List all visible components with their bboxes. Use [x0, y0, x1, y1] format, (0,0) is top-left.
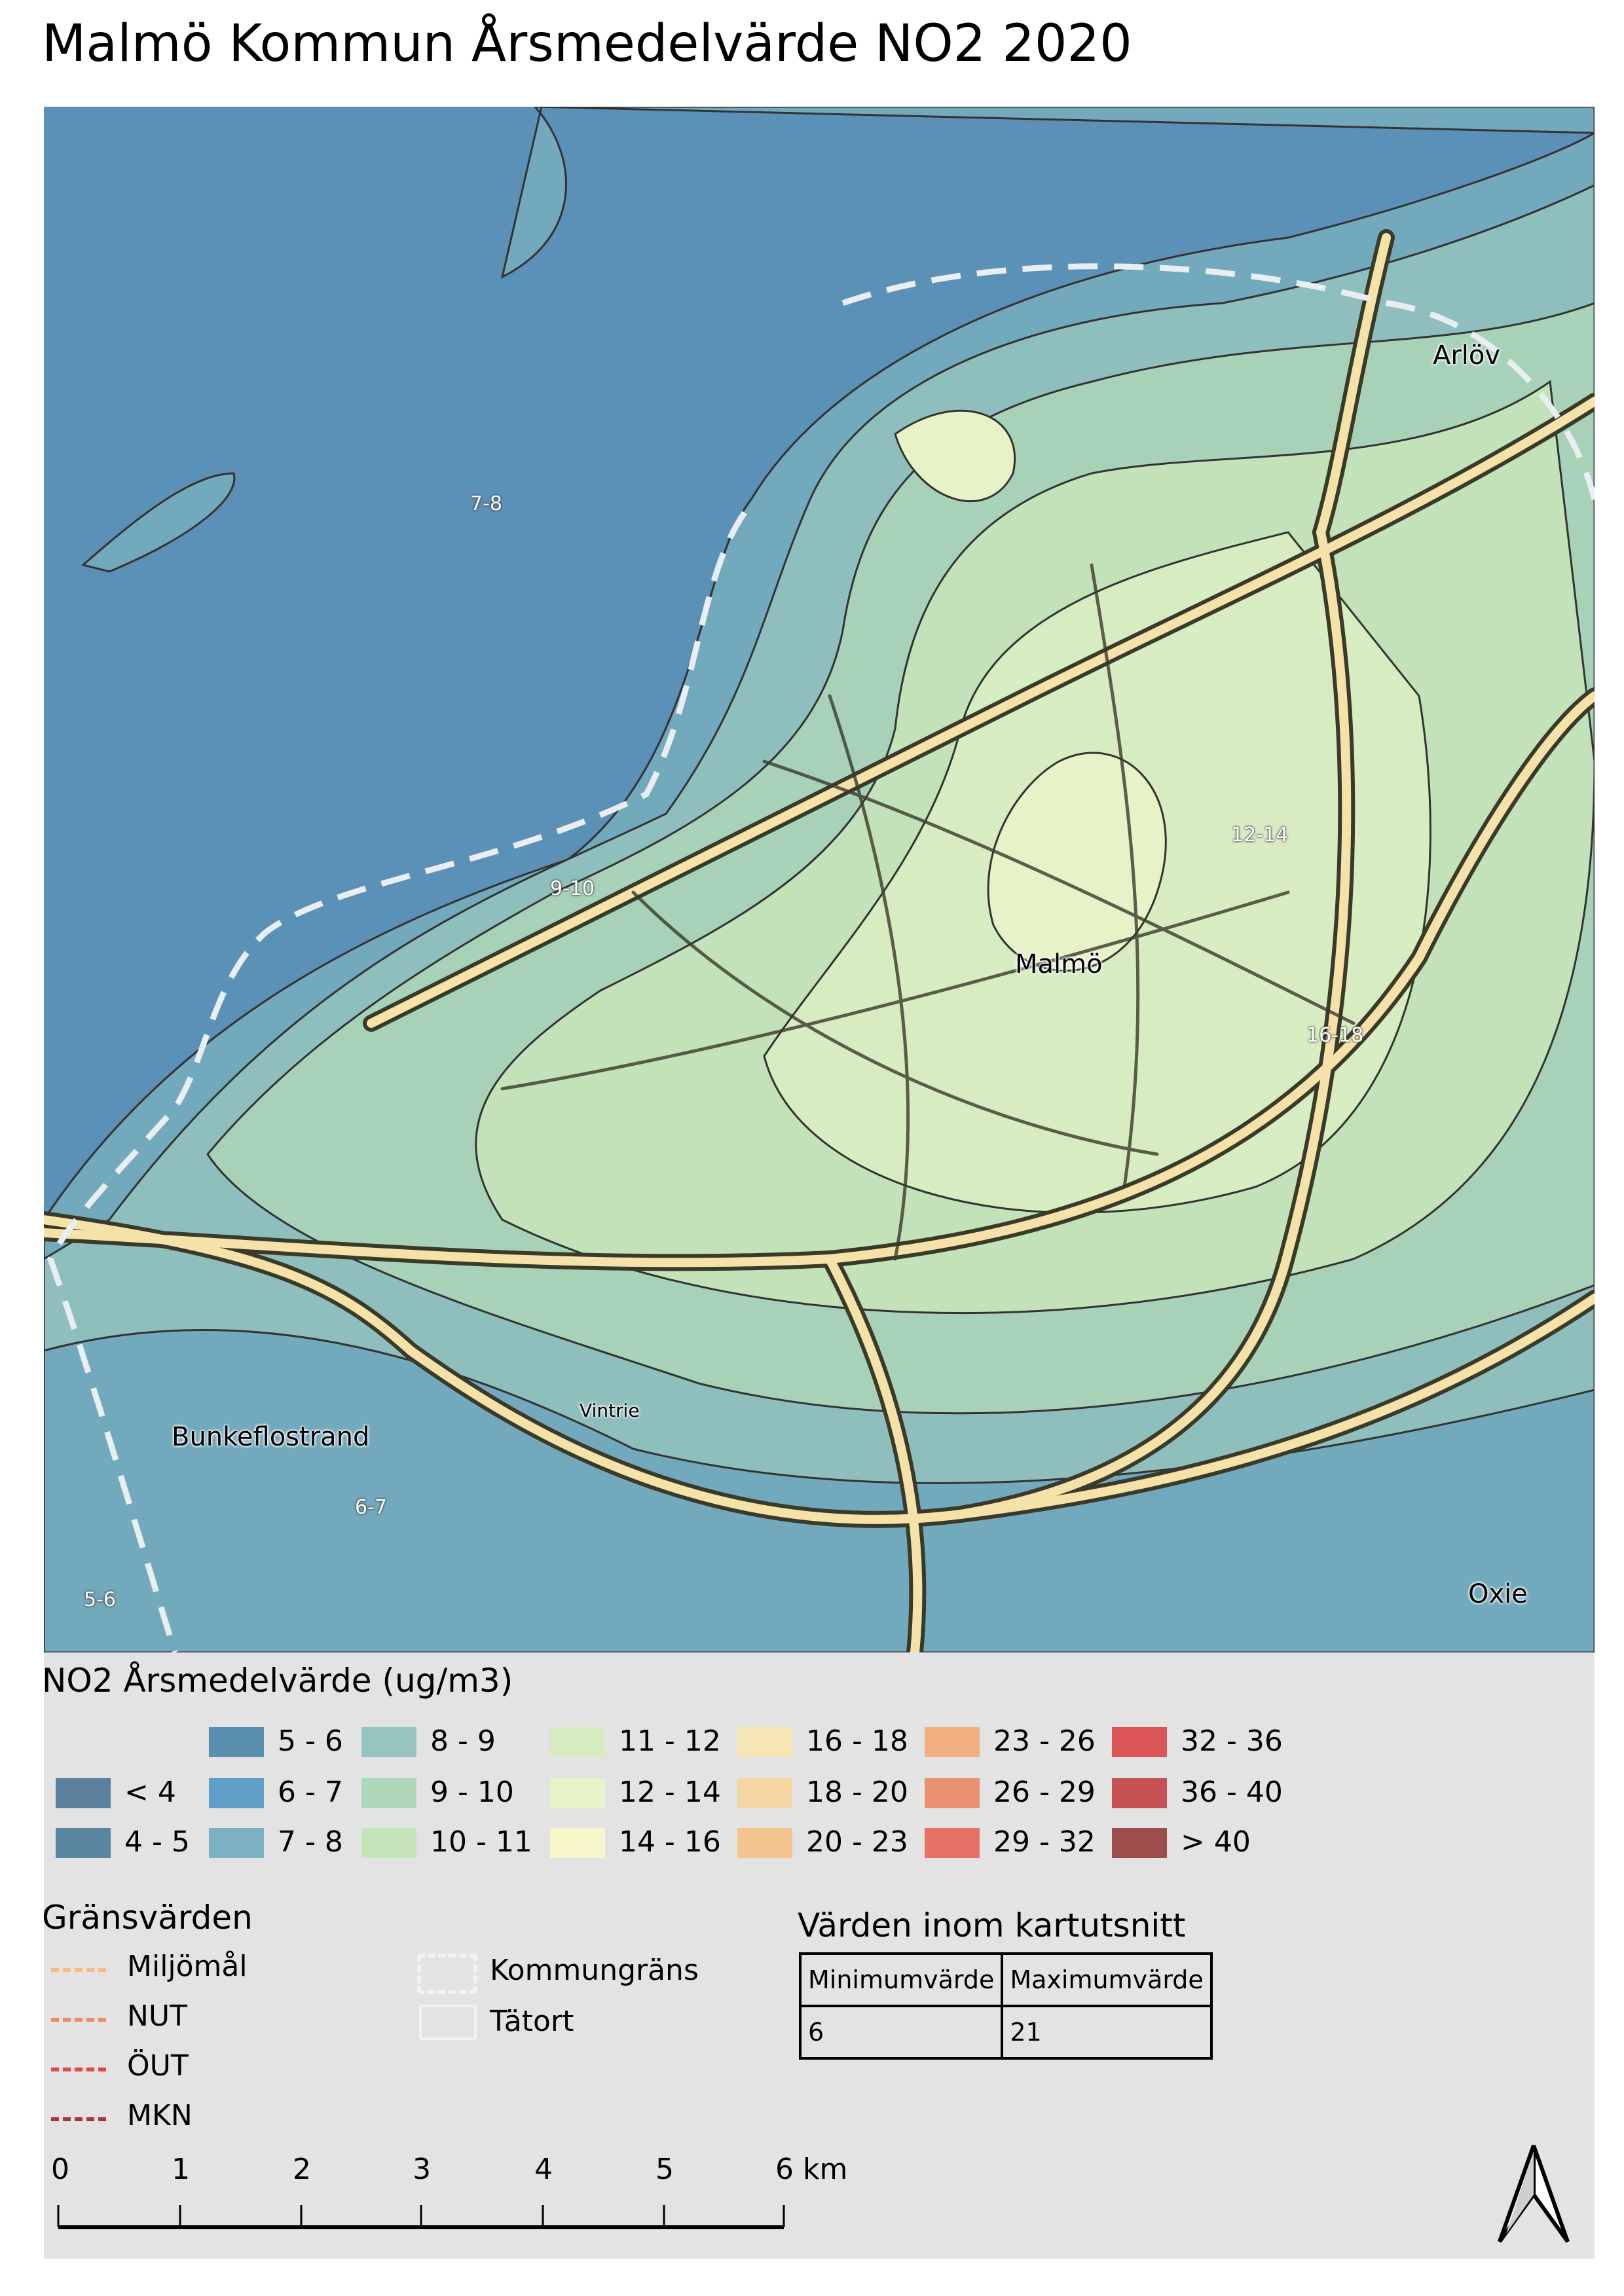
limit-line-swatch	[51, 1968, 106, 1972]
legend-swatch	[361, 1828, 416, 1858]
legend-swatch	[209, 1778, 264, 1808]
legend-swatch	[56, 1778, 111, 1808]
legend-swatch	[925, 1828, 980, 1858]
limit-label: MKN	[127, 2099, 193, 2132]
legend-swatch	[550, 1828, 605, 1858]
limit-line-swatch	[51, 2117, 106, 2121]
legend-swatch	[737, 1828, 792, 1858]
no2-map[interactable]	[44, 107, 1595, 1652]
legend-swatch	[737, 1778, 792, 1808]
legend-label: 4 - 5	[124, 1825, 190, 1859]
limit-line-swatch	[51, 2068, 106, 2071]
cell-min: 6	[798, 2005, 1004, 2060]
contour-label: 6-7	[355, 1496, 387, 1519]
scale-tick-label: 3	[413, 2153, 431, 2186]
legend-swatch	[550, 1778, 605, 1808]
place-label-oxie: Oxie	[1468, 1579, 1528, 1609]
cell-max: 21	[1001, 2005, 1213, 2060]
header-min: Minimumvärde	[798, 1952, 1004, 2007]
scale-tick-label: 1	[172, 2153, 190, 2186]
legend-label: > 40	[1181, 1825, 1251, 1859]
legend-label: 16 - 18	[806, 1724, 908, 1758]
legend-swatch	[361, 1778, 416, 1808]
legend-swatch	[209, 1727, 264, 1757]
legend-swatch	[1112, 1828, 1167, 1858]
legend-title: NO2 Årsmedelvärde (ug/m3)	[42, 1662, 513, 1700]
legend-label: 9 - 10	[430, 1776, 514, 1809]
legend-label: 10 - 11	[430, 1825, 532, 1859]
legend-label: 12 - 14	[619, 1776, 721, 1809]
limit-label: NUT	[127, 1999, 187, 2033]
place-label-bunkeflostrand: Bunkeflostrand	[172, 1422, 370, 1452]
legend-swatch	[925, 1778, 980, 1808]
limits-title: Gränsvärden	[42, 1899, 253, 1937]
municipal-border	[47, 263, 1595, 1652]
legend-label: 14 - 16	[619, 1825, 721, 1859]
limit-label: ÖUT	[127, 2049, 189, 2083]
legend-swatch	[737, 1727, 792, 1757]
legend-label: 5 - 6	[278, 1724, 343, 1758]
kommungrans-label: Kommungräns	[490, 1954, 699, 1987]
legend-swatch	[925, 1727, 980, 1757]
limit-label: Miljömål	[127, 1950, 248, 1983]
legend-label: 29 - 32	[993, 1825, 1096, 1859]
legend-swatch	[56, 1828, 111, 1858]
legend-label: 8 - 9	[430, 1724, 496, 1758]
legend-swatch	[550, 1727, 605, 1757]
scale-bar-line	[57, 2205, 785, 2229]
legend-label: 11 - 12	[619, 1724, 721, 1758]
legend-label: 26 - 29	[993, 1776, 1096, 1809]
legend-swatch	[1112, 1727, 1167, 1757]
legend-label: 23 - 26	[993, 1724, 1096, 1758]
tatort-swatch	[419, 2005, 477, 2040]
table-row: 6 21	[798, 2005, 1213, 2060]
legend-label: 32 - 36	[1181, 1724, 1283, 1758]
roads	[44, 229, 1595, 1652]
kommungrans-swatch	[417, 1954, 477, 1994]
place-label-malmo: Malmö	[1015, 949, 1103, 979]
table-header-row: Minimumvärde Maximumvärde	[798, 1952, 1213, 2007]
north-arrow-icon	[1498, 2144, 1570, 2243]
contour-label: 12-14	[1231, 824, 1289, 847]
legend-label: 20 - 23	[806, 1825, 908, 1859]
zone-12-14	[894, 409, 1167, 972]
legend-swatch	[1112, 1778, 1167, 1808]
map-title: Malmö Kommun Årsmedelvärde NO2 2020	[42, 14, 1132, 73]
legend-label: 6 - 7	[278, 1776, 343, 1809]
legend-swatch	[361, 1727, 416, 1757]
contour-label: 5-6	[84, 1588, 116, 1611]
legend-label: < 4	[124, 1776, 176, 1809]
contour-label: 16-18	[1306, 1024, 1364, 1047]
island	[81, 472, 236, 573]
header-max: Maximumvärde	[1001, 1952, 1213, 2007]
place-label-arlov: Arlöv	[1433, 340, 1501, 371]
scale-tick-label: 6 km	[775, 2153, 848, 2186]
legend-label: 18 - 20	[806, 1776, 908, 1809]
scale-tick-label: 0	[51, 2153, 69, 2186]
contour-label: 7-8	[470, 492, 502, 515]
scale-tick-label: 5	[655, 2153, 674, 2186]
place-label-vintrie: Vintrie	[580, 1400, 640, 1421]
tatort-label: Tätort	[490, 2005, 574, 2038]
legend-label: 36 - 40	[1181, 1776, 1283, 1809]
limit-line-swatch	[51, 2018, 106, 2022]
legend-swatch	[209, 1828, 264, 1858]
contour-label: 9-10	[550, 877, 595, 900]
values-table-title: Värden inom kartutsnitt	[798, 1906, 1186, 1944]
legend-label: 7 - 8	[278, 1825, 343, 1859]
scale-tick-label: 2	[293, 2153, 311, 2186]
scale-tick-label: 4	[534, 2153, 553, 2186]
values-table: Minimumvärde Maximumvärde 6 21	[798, 1952, 1213, 2060]
